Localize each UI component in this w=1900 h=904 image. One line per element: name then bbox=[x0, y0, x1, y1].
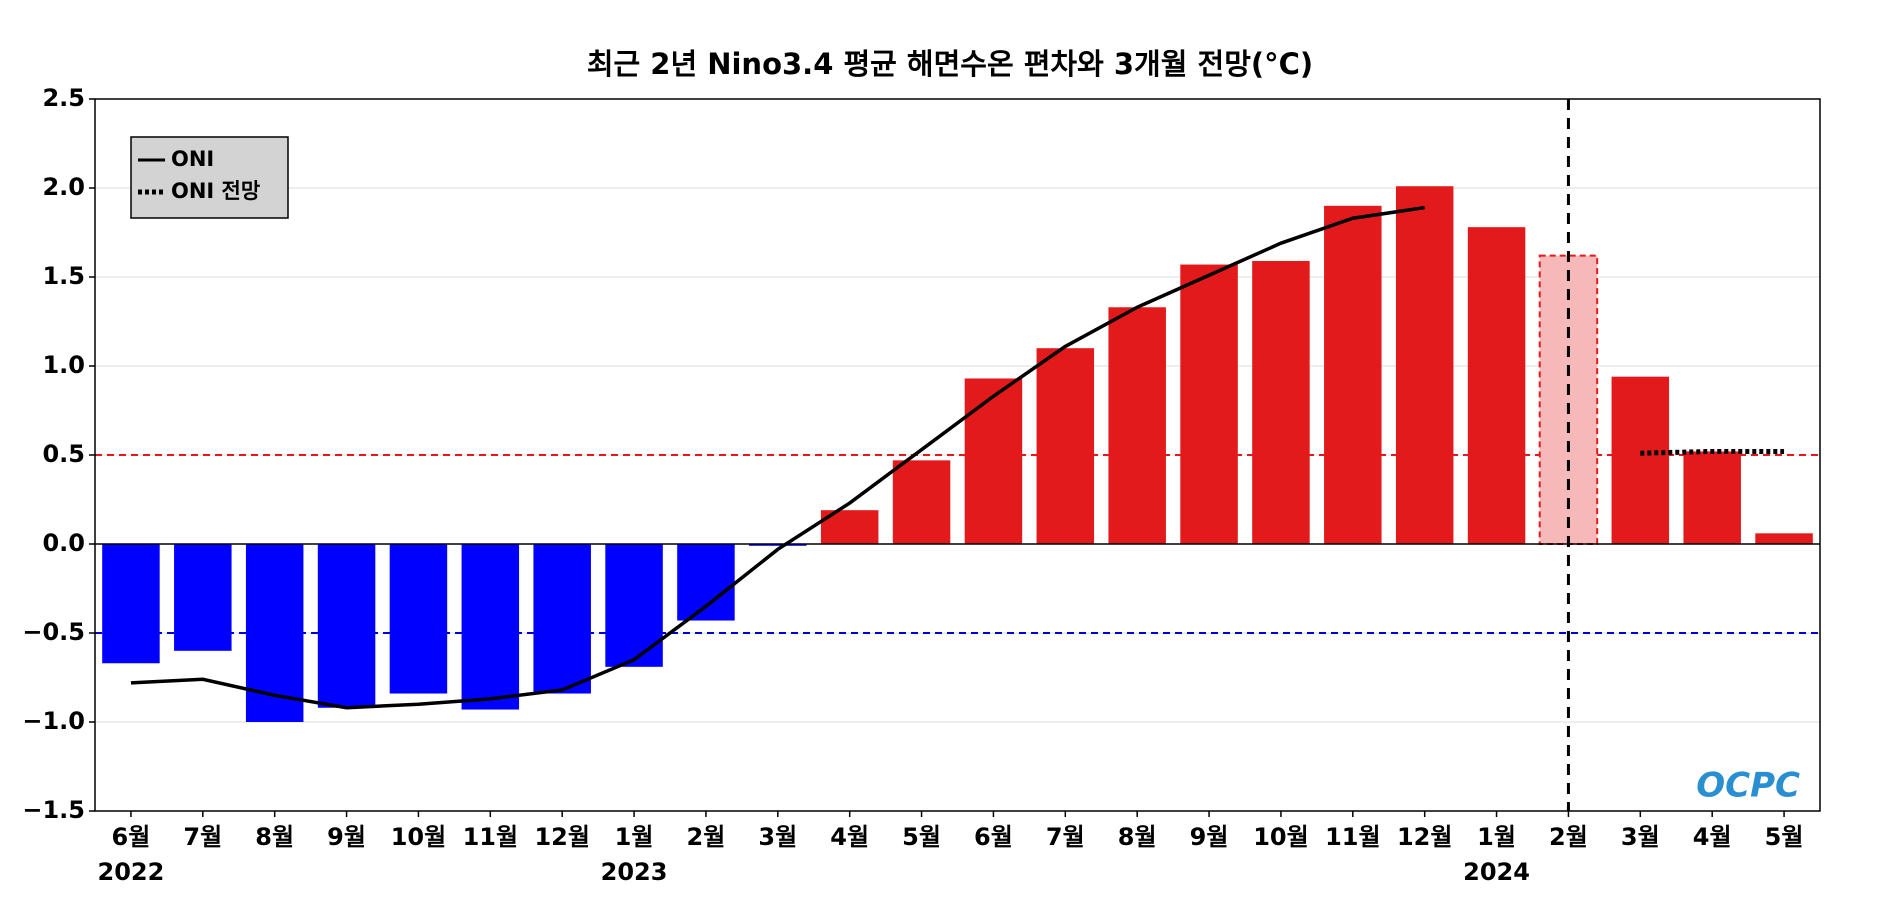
year-label: 2022 bbox=[98, 858, 165, 886]
y-tick-label: 2.0 bbox=[42, 173, 85, 201]
bar bbox=[605, 544, 663, 667]
x-tick-label: 1월 bbox=[615, 823, 654, 851]
bar bbox=[964, 378, 1023, 544]
x-tick-label: 4월 bbox=[830, 823, 869, 851]
x-tick-label: 2월 bbox=[1549, 823, 1588, 851]
x-tick-label: 7월 bbox=[183, 823, 222, 851]
bar bbox=[1538, 254, 1599, 545]
bar bbox=[1180, 264, 1238, 544]
legend-box bbox=[130, 136, 289, 219]
bar bbox=[1611, 376, 1670, 544]
logo: OCPC bbox=[1696, 766, 1800, 806]
x-tick-label: 10월 bbox=[1253, 823, 1308, 851]
x-tick-label: 9월 bbox=[1190, 823, 1229, 851]
year-label: 2024 bbox=[1463, 858, 1530, 886]
bar bbox=[389, 544, 448, 694]
y-tick-label: −0.5 bbox=[22, 618, 85, 646]
x-tick-label: 6월 bbox=[112, 823, 151, 851]
x-tick-label: 1월 bbox=[1477, 823, 1516, 851]
bar bbox=[1324, 205, 1382, 545]
x-tick-label: 2월 bbox=[687, 823, 726, 851]
x-tick-label: 3월 bbox=[758, 823, 797, 851]
x-tick-label: 4월 bbox=[1693, 823, 1732, 851]
y-tick-label: 1.5 bbox=[42, 262, 85, 290]
year-label: 2023 bbox=[601, 858, 668, 886]
legend-label: ONI bbox=[171, 147, 214, 171]
x-tick-label: 9월 bbox=[327, 823, 366, 851]
bar bbox=[317, 544, 376, 708]
legend: ONI ONI 전망 bbox=[130, 136, 289, 219]
chart-title: 최근 2년 Nino3.4 평균 해면수온 편차와 3개월 전망(°C) bbox=[587, 47, 1313, 81]
x-tick-label: 6월 bbox=[974, 823, 1013, 851]
bar bbox=[749, 544, 807, 546]
bar bbox=[892, 460, 951, 544]
bar bbox=[1252, 260, 1310, 544]
bar bbox=[1036, 348, 1095, 544]
y-tick-label: −1.5 bbox=[22, 796, 85, 824]
y-tick-label: 0.0 bbox=[42, 529, 85, 557]
bar bbox=[102, 544, 160, 664]
plot-frame bbox=[94, 98, 1821, 812]
bar bbox=[677, 544, 735, 621]
y-tick-label: 2.5 bbox=[42, 84, 85, 112]
bar bbox=[1108, 307, 1166, 544]
line-series bbox=[130, 205, 1425, 710]
bar bbox=[1683, 451, 1741, 544]
x-tick-label: 11월 bbox=[463, 823, 518, 851]
x-tick-label: 8월 bbox=[255, 823, 294, 851]
bar bbox=[1755, 533, 1813, 544]
x-tick-label: 5월 bbox=[902, 823, 941, 851]
x-tick-label: 12월 bbox=[1397, 823, 1452, 851]
x-tick-label: 8월 bbox=[1118, 823, 1157, 851]
y-tick-label: 1.0 bbox=[42, 351, 85, 379]
y-tick-label: 0.5 bbox=[42, 440, 85, 468]
x-tick-label: 7월 bbox=[1046, 823, 1085, 851]
x-tick-label: 12월 bbox=[534, 823, 589, 851]
bar bbox=[461, 544, 520, 710]
line-series bbox=[1640, 448, 1785, 456]
x-tick-label: 3월 bbox=[1621, 823, 1660, 851]
bar bbox=[1467, 227, 1526, 544]
bar bbox=[533, 544, 591, 694]
legend-label: ONI 전망 bbox=[171, 179, 260, 203]
bar bbox=[174, 544, 232, 651]
bar bbox=[1395, 186, 1454, 544]
x-tick-label: 11월 bbox=[1325, 823, 1380, 851]
x-tick-label: 5월 bbox=[1765, 823, 1804, 851]
x-tick-label: 10월 bbox=[391, 823, 446, 851]
y-tick-label: −1.0 bbox=[22, 707, 85, 735]
